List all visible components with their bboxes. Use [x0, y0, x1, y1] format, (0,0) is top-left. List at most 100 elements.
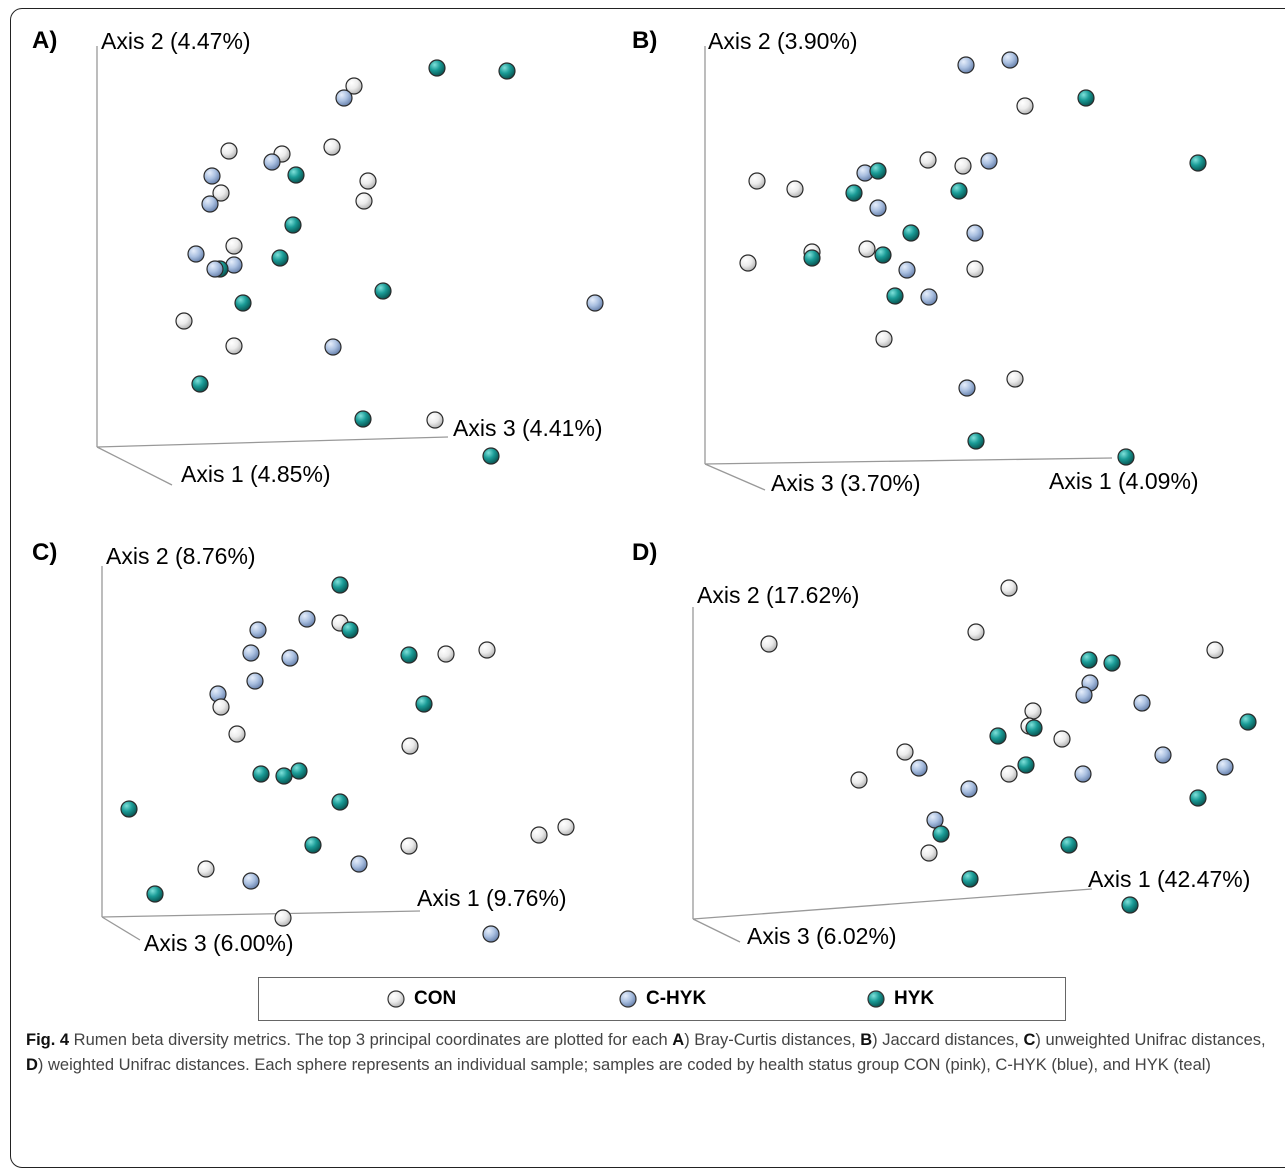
sample-point-c-hyk — [242, 644, 260, 662]
sample-point-hyk — [932, 825, 950, 843]
sample-point-hyk — [428, 59, 446, 77]
caption-ref-c: C — [1023, 1031, 1036, 1049]
sample-point-hyk — [191, 375, 209, 393]
sample-point-hyk — [482, 447, 500, 465]
sample-point-c-hyk — [350, 855, 368, 873]
sample-point-hyk — [1121, 896, 1139, 914]
sample-point-con — [345, 77, 363, 95]
panel-d-letter: D) — [632, 539, 657, 566]
caption-text-3: ) Jaccard distances, — [872, 1031, 1024, 1049]
figure-plots: A) Axis 2 (4.47%) Axis 3 (4.41%) Axis 1 … — [32, 27, 1257, 956]
sample-point-hyk — [1077, 89, 1095, 107]
panel-c-axis-vertical: Axis 2 (8.76%) — [106, 543, 256, 569]
panel-b-axis-depth: Axis 3 (3.70%) — [771, 470, 921, 496]
sample-point-hyk — [1117, 448, 1135, 466]
sample-point-con — [954, 157, 972, 175]
sample-point-c-hyk — [920, 288, 938, 306]
panel-d-points — [760, 579, 1257, 914]
caption-ref-b: B — [860, 1031, 873, 1049]
sample-point-c-hyk — [1074, 765, 1092, 783]
sample-point-c-hyk — [298, 610, 316, 628]
sample-point-con — [274, 909, 292, 927]
sample-point-hyk — [374, 282, 392, 300]
sample-point-hyk — [287, 166, 305, 184]
sample-point-hyk — [1025, 719, 1043, 737]
sample-point-hyk — [967, 432, 985, 450]
panel-a-axis-horizontal: Axis 3 (4.41%) — [453, 415, 603, 441]
caption-ref-d: D — [26, 1056, 38, 1074]
sample-point-hyk — [290, 762, 308, 780]
panel-b-letter: B) — [632, 27, 657, 54]
sample-point-con — [355, 192, 373, 210]
sample-point-hyk — [120, 800, 138, 818]
sample-point-con — [875, 330, 893, 348]
panel-a-axis-depth: Axis 1 (4.85%) — [181, 461, 331, 487]
caption-text-2: ) Bray-Curtis distances, — [684, 1031, 861, 1049]
sample-point-hyk — [1189, 789, 1207, 807]
sample-point-con — [359, 172, 377, 190]
sample-point-hyk — [886, 287, 904, 305]
sample-point-con — [197, 860, 215, 878]
sample-point-con — [212, 184, 230, 202]
sample-point-hyk — [1017, 756, 1035, 774]
sample-point-hyk — [400, 646, 418, 664]
figure-label: Fig. 4 — [26, 1031, 70, 1049]
sample-point-hyk — [803, 249, 821, 267]
sample-point-c-hyk — [960, 780, 978, 798]
sample-point-con — [896, 743, 914, 761]
panel-d-axis-vertical: Axis 2 (17.62%) — [697, 582, 859, 608]
sample-point-hyk — [845, 184, 863, 202]
sample-point-hyk — [341, 621, 359, 639]
sample-point-con — [1006, 370, 1024, 388]
panel-c-axis-horizontal: Axis 1 (9.76%) — [417, 885, 567, 911]
sample-point-con — [786, 180, 804, 198]
sample-point-hyk — [146, 885, 164, 903]
sample-point-con — [225, 237, 243, 255]
panel-b-axis-horizontal: Axis 1 (4.09%) — [1049, 468, 1199, 494]
sample-point-con — [760, 635, 778, 653]
sample-point-c-hyk — [1154, 746, 1172, 764]
sample-point-hyk — [271, 249, 289, 267]
sample-point-hyk — [331, 576, 349, 594]
sample-point-con — [530, 826, 548, 844]
sample-point-con — [1000, 765, 1018, 783]
sample-point-con — [478, 641, 496, 659]
sample-point-con — [858, 240, 876, 258]
panel-c-points — [120, 576, 575, 943]
sample-point-c-hyk — [1001, 51, 1019, 69]
legend-label-c-hyk: C-HYK — [646, 988, 707, 1009]
sample-point-con — [1206, 641, 1224, 659]
caption-text-4: ) unweighted Unifrac distances, — [1035, 1031, 1266, 1049]
sample-point-hyk — [1080, 651, 1098, 669]
legend-item-con: CON — [386, 988, 456, 1010]
sample-point-hyk — [354, 410, 372, 428]
sample-point-c-hyk — [1133, 694, 1151, 712]
sample-point-hyk — [498, 62, 516, 80]
caption-ref-a: A — [672, 1031, 685, 1049]
sample-point-con — [748, 172, 766, 190]
caption-text-5: ) weighted Unifrac distances. Each spher… — [37, 1056, 1211, 1074]
sample-point-hyk — [1060, 836, 1078, 854]
sample-point-c-hyk — [958, 379, 976, 397]
panel-d-axis-depth: Axis 3 (6.02%) — [747, 923, 897, 949]
sample-point-hyk — [284, 216, 302, 234]
panel-a-axis-vertical: Axis 2 (4.47%) — [101, 28, 251, 54]
sample-point-hyk — [874, 246, 892, 264]
panel-c-letter: C) — [32, 539, 57, 566]
hyk-sphere-icon — [867, 990, 885, 1008]
legend-item-hyk: HYK — [866, 988, 934, 1010]
sample-point-c-hyk — [586, 294, 604, 312]
sample-point-con — [739, 254, 757, 272]
sample-point-hyk — [304, 836, 322, 854]
panel-a-axes — [96, 46, 449, 486]
sample-point-hyk — [902, 224, 920, 242]
sample-point-c-hyk — [1216, 758, 1234, 776]
sample-point-hyk — [961, 870, 979, 888]
sample-point-con — [225, 337, 243, 355]
sample-point-con — [426, 411, 444, 429]
caption-text-1: Rumen beta diversity metrics. The top 3 … — [69, 1031, 673, 1049]
sample-point-c-hyk — [281, 649, 299, 667]
con-sphere-icon — [387, 990, 405, 1008]
sample-point-c-hyk — [206, 260, 224, 278]
legend-label-con: CON — [414, 988, 457, 1009]
